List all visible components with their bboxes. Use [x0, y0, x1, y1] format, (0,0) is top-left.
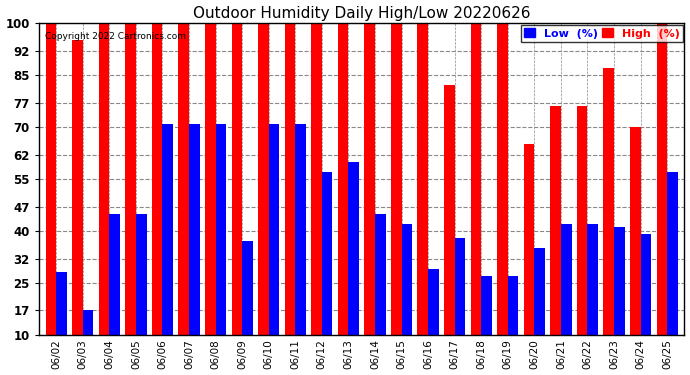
Bar [630, 127, 640, 335]
Bar [428, 269, 439, 335]
Bar [375, 213, 386, 335]
Bar [481, 276, 492, 335]
Bar [561, 224, 571, 335]
Bar [189, 123, 199, 335]
Bar [417, 23, 428, 335]
Bar [205, 23, 215, 335]
Bar [126, 23, 136, 335]
Bar [614, 227, 624, 335]
Bar [152, 23, 162, 335]
Bar [56, 272, 67, 335]
Bar [455, 238, 465, 335]
Title: Outdoor Humidity Daily High/Low 20220626: Outdoor Humidity Daily High/Low 20220626 [193, 6, 531, 21]
Bar [295, 123, 306, 335]
Bar [604, 68, 614, 335]
Bar [179, 23, 189, 335]
Bar [162, 123, 173, 335]
Text: Copyright 2022 Cartronics.com: Copyright 2022 Cartronics.com [46, 33, 186, 42]
Legend: Low  (%), High  (%): Low (%), High (%) [521, 25, 683, 42]
Bar [232, 23, 242, 335]
Bar [391, 23, 402, 335]
Bar [136, 213, 146, 335]
Bar [322, 172, 333, 335]
Bar [402, 224, 412, 335]
Bar [242, 241, 253, 335]
Bar [497, 23, 508, 335]
Bar [640, 234, 651, 335]
Bar [657, 23, 667, 335]
Bar [268, 123, 279, 335]
Bar [508, 276, 518, 335]
Bar [83, 310, 93, 335]
Bar [338, 23, 348, 335]
Bar [215, 123, 226, 335]
Bar [348, 162, 359, 335]
Bar [46, 23, 56, 335]
Bar [311, 23, 322, 335]
Bar [551, 106, 561, 335]
Bar [444, 86, 455, 335]
Bar [534, 248, 545, 335]
Bar [524, 144, 534, 335]
Bar [471, 23, 481, 335]
Bar [99, 23, 109, 335]
Bar [72, 40, 83, 335]
Bar [109, 213, 120, 335]
Bar [285, 23, 295, 335]
Bar [364, 23, 375, 335]
Bar [667, 172, 678, 335]
Bar [258, 23, 268, 335]
Bar [577, 106, 587, 335]
Bar [587, 224, 598, 335]
